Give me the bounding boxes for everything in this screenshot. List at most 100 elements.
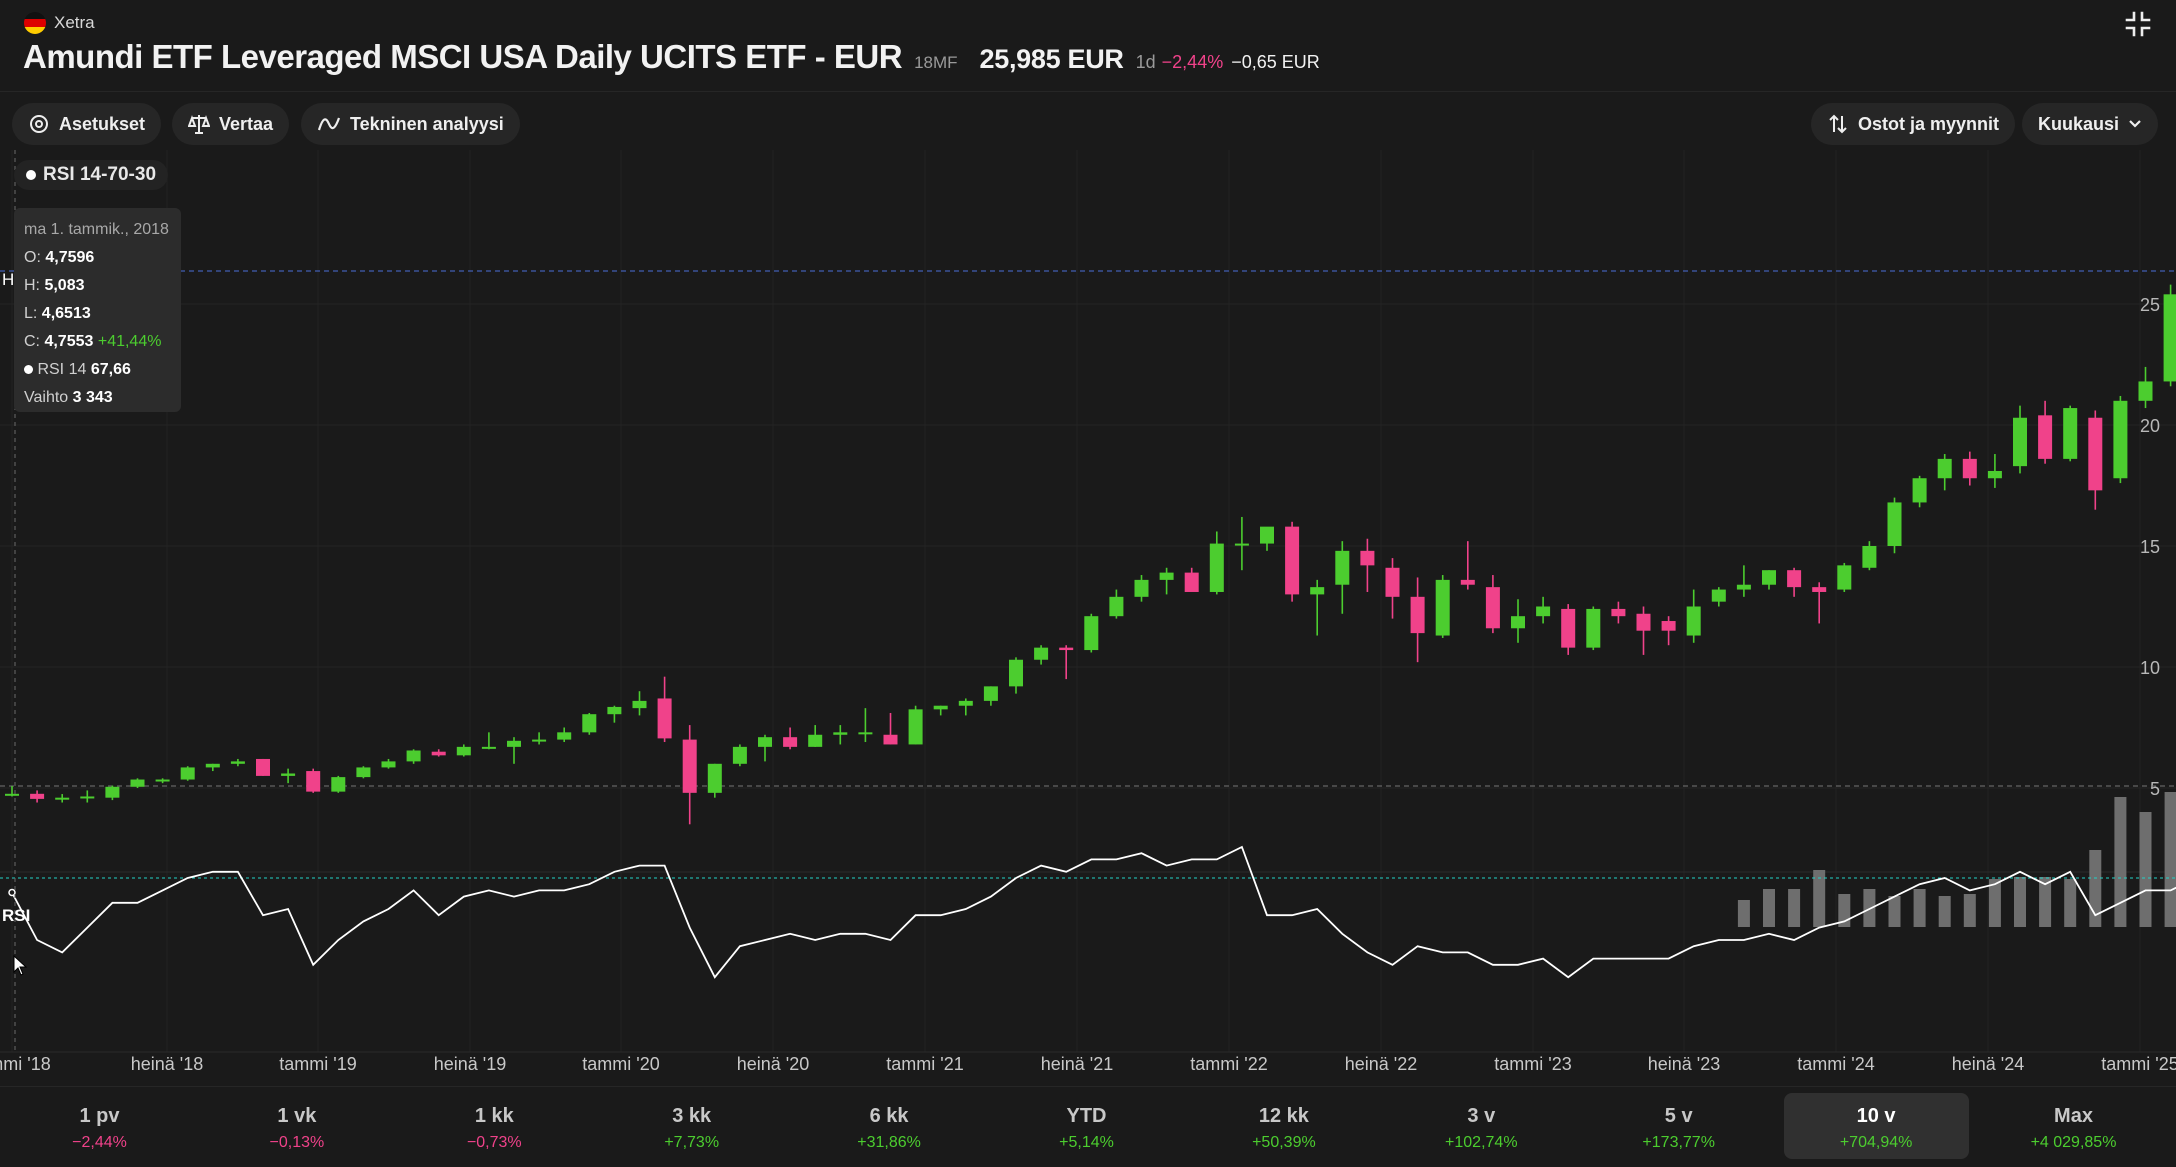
range-option[interactable]: 3 v +102,74% [1389, 1093, 1574, 1159]
collapse-fullscreen-button[interactable] [2124, 10, 2152, 38]
range-change: −2,44% [72, 1134, 127, 1151]
tooltip-close: C: 4,7553 +41,44% [24, 333, 162, 350]
candle-body [657, 698, 672, 739]
interval-label: Kuukausi [2038, 113, 2120, 134]
range-label: Max [2054, 1105, 2093, 1127]
change-percent: −2,44% [1161, 52, 1224, 72]
rsi-pane-label: RSI [2, 906, 31, 925]
volume-bar [1938, 896, 1951, 927]
range-change: +50,39% [1252, 1134, 1316, 1151]
trades-button[interactable]: Ostot ja myynnit [1811, 103, 2016, 145]
candle-body [2038, 415, 2053, 459]
volume-bar [1988, 879, 2001, 927]
range-change: +31,86% [857, 1134, 921, 1151]
x-tick-label: tammi '18 [0, 1054, 51, 1074]
candle-body [230, 761, 245, 764]
candle-body [1485, 587, 1500, 629]
volume-bar [2064, 879, 2077, 927]
indicator-chip-rsi[interactable]: RSI 14-70-30 [14, 160, 169, 190]
trades-label: Ostot ja myynnit [1858, 113, 2000, 134]
candle-body [130, 779, 145, 787]
candle-body [1109, 596, 1124, 617]
technical-analysis-button[interactable]: Tekninen analyysi [301, 103, 520, 145]
y-tick-label: 10 [2140, 658, 2160, 678]
candle-body [732, 746, 747, 764]
rsi-crosshair-point [8, 888, 16, 897]
x-tick-label: tammi '24 [1797, 1054, 1874, 1074]
volume-bar [2014, 877, 2026, 927]
collapse-icon [2125, 11, 2151, 37]
candle-body [883, 734, 898, 745]
candle-body [933, 705, 948, 710]
volume-bar [1763, 889, 1775, 927]
range-change: −0,13% [269, 1134, 325, 1151]
swap-arrows-icon [1829, 114, 1847, 134]
candle-body [958, 700, 973, 706]
title-row: Amundi ETF Leveraged MSCI USA Daily UCIT… [23, 38, 1320, 76]
exchange-name: Xetra [54, 13, 95, 32]
candle-body [1435, 579, 1450, 636]
range-change: +5,14% [1059, 1134, 1114, 1151]
candle-body [1009, 659, 1023, 687]
range-option[interactable]: 12 kk +50,39% [1191, 1093, 1376, 1159]
tooltip-low: L: 4,6513 [24, 305, 91, 322]
range-option[interactable]: 10 v +704,94% [1783, 1093, 1969, 1159]
candle-body [557, 732, 572, 740]
x-tick-label: heinä '19 [434, 1054, 507, 1074]
range-label: 1 pv [79, 1105, 120, 1127]
interval-select[interactable]: Kuukausi [2022, 103, 2159, 145]
candle-body [2138, 381, 2153, 401]
tooltip-volume: Vaihto 3 343 [24, 389, 113, 406]
exchange-info: Xetra [24, 12, 95, 34]
candle-body [808, 734, 823, 747]
candle-body [1862, 546, 1877, 568]
candle-body [908, 709, 923, 745]
chevron-down-icon [2129, 120, 2141, 128]
range-option[interactable]: 3 kk +7,73% [599, 1093, 784, 1159]
range-option[interactable]: 6 kk +31,86% [797, 1093, 982, 1159]
settings-button[interactable]: Asetukset [12, 103, 162, 145]
candle-body [55, 797, 70, 800]
candle-body [1536, 606, 1551, 617]
settings-label: Asetukset [59, 113, 146, 134]
range-option[interactable]: 1 kk −0,73% [402, 1093, 587, 1159]
candle-body [1385, 567, 1400, 597]
candle-body [1059, 647, 1074, 651]
candle-body [2013, 417, 2027, 467]
candle-body [1661, 621, 1676, 631]
candle-body [1134, 579, 1149, 597]
candle-body [707, 763, 722, 793]
y-tick-label: 25 [2140, 295, 2160, 315]
change-period: 1d [1135, 52, 1156, 72]
range-option[interactable]: 5 v +173,77% [1586, 1093, 1771, 1159]
x-tick-label: heinä '18 [131, 1054, 204, 1074]
candle-body [306, 771, 321, 792]
volume-bar [2139, 812, 2152, 927]
compare-label: Vertaa [219, 113, 274, 134]
range-label: 6 kk [869, 1105, 909, 1127]
candle-body [1837, 565, 1852, 590]
range-option[interactable]: YTD +5,14% [994, 1093, 1179, 1159]
range-option[interactable]: Max +4 029,85% [1981, 1093, 2166, 1159]
candle-body [1787, 570, 1802, 588]
candle-body [356, 767, 371, 778]
change-absolute: −0,65 EUR [1231, 52, 1320, 72]
range-option[interactable]: 1 pv −2,44% [7, 1093, 192, 1159]
range-change: −0,73% [466, 1134, 522, 1151]
candle-body [1310, 587, 1325, 595]
volume-bar [1788, 889, 1801, 927]
x-tick-label: tammi '19 [279, 1054, 356, 1074]
price-chart[interactable]: 5 10 15 20 25 tammi '18 heinä '18 tammi '19 hein… [0, 150, 2176, 1080]
range-change: +7,73% [664, 1134, 720, 1151]
x-tick-label: heinä '21 [1041, 1054, 1114, 1074]
x-tick-label: tammi '23 [1494, 1054, 1571, 1074]
volume-bar [1813, 870, 1826, 927]
current-price: 25,985 EUR [979, 44, 1124, 74]
high-marker-label: H [2, 270, 15, 289]
compare-button[interactable]: Vertaa [172, 103, 290, 145]
range-selector: 1 pv −2,44% 1 vk −0,13% 1 kk −0,73% 3 kk +7,73%… [0, 1086, 2176, 1167]
range-option[interactable]: 1 vk −0,13% [204, 1093, 389, 1159]
x-tick-label: tammi '22 [1190, 1054, 1267, 1074]
volume-bar [1913, 889, 1926, 927]
x-tick-label: heinä '22 [1345, 1054, 1418, 1074]
